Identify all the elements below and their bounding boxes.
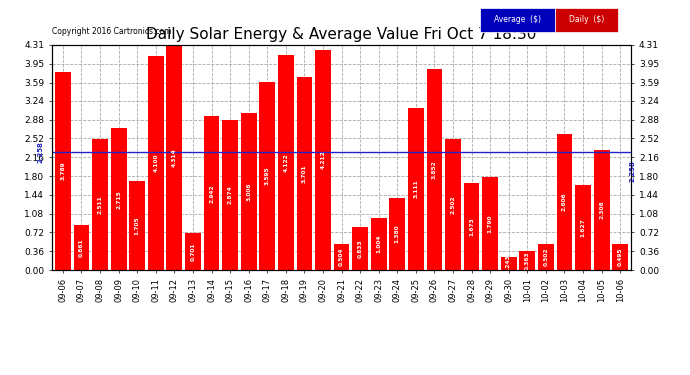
Bar [55,72,71,270]
Text: 2.874: 2.874 [228,186,233,204]
Text: 3.701: 3.701 [302,164,307,183]
Bar [520,251,535,270]
Text: Copyright 2016 Cartronics.com: Copyright 2016 Cartronics.com [52,27,171,36]
Bar [297,77,313,270]
Bar [74,225,90,270]
Text: 4.314: 4.314 [172,148,177,167]
Text: 2.502: 2.502 [451,195,455,214]
Bar [278,55,294,270]
Bar [334,244,349,270]
Text: 0.502: 0.502 [544,248,549,266]
Text: 1.380: 1.380 [395,225,400,243]
Bar [204,116,219,270]
Text: 0.833: 0.833 [357,239,363,258]
Text: 0.363: 0.363 [525,251,530,270]
Text: 3.595: 3.595 [265,167,270,186]
Bar [426,69,442,270]
Bar [445,140,461,270]
Text: Daily  ($): Daily ($) [569,15,604,24]
Text: 2.511: 2.511 [97,195,103,214]
Text: 1.790: 1.790 [488,214,493,232]
Bar [259,82,275,270]
Text: 2.606: 2.606 [562,193,567,211]
Text: 3.111: 3.111 [413,179,418,198]
Text: 2.258: 2.258 [629,160,635,182]
Text: 3.852: 3.852 [432,160,437,179]
Text: 4.212: 4.212 [320,151,326,170]
Text: 1.627: 1.627 [580,218,586,237]
Bar [538,244,554,270]
Text: 4.122: 4.122 [284,153,288,172]
Text: 2.258: 2.258 [37,141,43,163]
Text: 1.673: 1.673 [469,217,474,236]
Bar [408,108,424,270]
Text: 3.789: 3.789 [61,162,66,180]
Bar [575,185,591,270]
Bar [612,244,628,270]
Text: 2.715: 2.715 [116,190,121,209]
Bar [148,56,164,270]
Bar [315,50,331,270]
Bar [222,120,238,270]
Text: 0.243: 0.243 [506,254,511,273]
Bar [166,45,182,270]
Text: 0.861: 0.861 [79,238,84,257]
Text: 1.705: 1.705 [135,216,139,235]
Bar [501,257,517,270]
Bar [352,226,368,270]
Text: 1.004: 1.004 [376,234,381,253]
Bar [464,183,480,270]
Text: 3.006: 3.006 [246,182,251,201]
Bar [241,113,257,270]
Bar [389,198,405,270]
Text: Average  ($): Average ($) [494,15,541,24]
Text: 2.308: 2.308 [599,201,604,219]
Title: Daily Solar Energy & Average Value Fri Oct 7 18:30: Daily Solar Energy & Average Value Fri O… [146,27,537,42]
Bar [371,217,386,270]
Text: 0.504: 0.504 [339,248,344,266]
Bar [185,233,201,270]
Bar [593,150,609,270]
Text: 4.100: 4.100 [153,154,158,172]
Bar [92,139,108,270]
Bar [482,177,498,270]
Text: 0.495: 0.495 [618,248,622,266]
Bar [557,134,573,270]
Text: 2.942: 2.942 [209,184,214,203]
Text: 0.701: 0.701 [190,243,195,261]
Bar [110,128,126,270]
Bar [129,181,145,270]
